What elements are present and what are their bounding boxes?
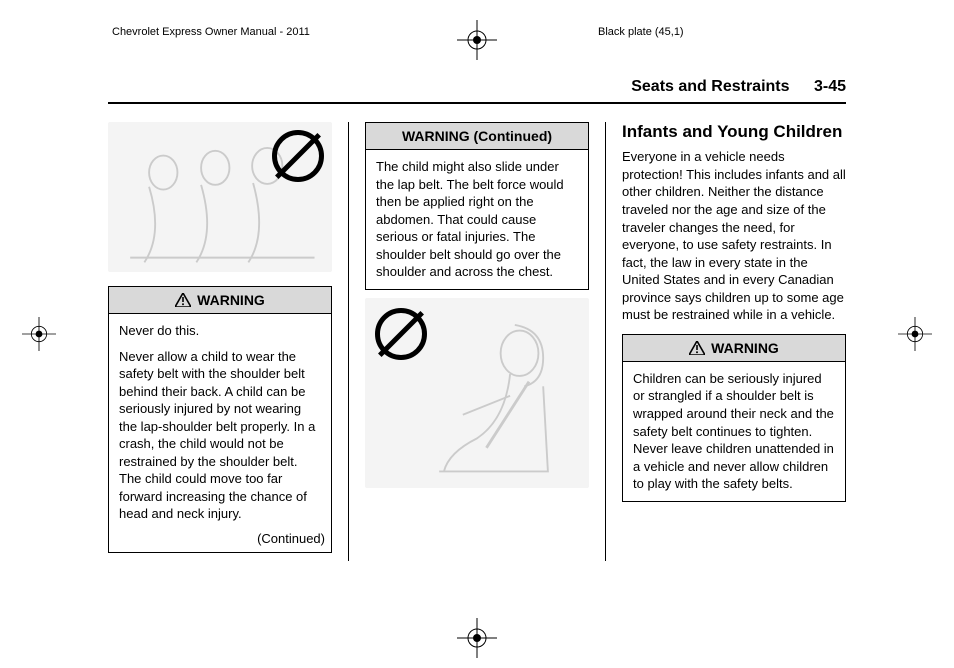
crop-mark-top <box>457 20 497 60</box>
doc-title-left: Chevrolet Express Owner Manual - 2011 <box>112 26 310 38</box>
page-content: Seats and Restraints 3-45 <box>108 78 846 623</box>
warning-label-3: WARNING <box>711 340 779 356</box>
warning-body-3: Children can be seriously injured or str… <box>623 362 845 501</box>
warning-p1: Never do this. <box>119 322 321 340</box>
illustration-rear-seat <box>108 122 332 272</box>
warning-label: WARNING <box>197 292 265 308</box>
column-divider-1 <box>348 122 349 561</box>
column-3: Infants and Young Children Everyone in a… <box>622 122 846 561</box>
warning-box-3: WARNING Children can be seriously injure… <box>622 334 846 502</box>
section-title: Seats and Restraints <box>631 78 789 95</box>
warning2-p1: The child might also slide under the lap… <box>376 158 578 281</box>
page-number: 3-45 <box>814 78 846 95</box>
prohibition-icon <box>272 130 324 182</box>
warning-header: WARNING <box>109 287 331 314</box>
warning3-p1: Children can be seriously injured or str… <box>633 370 835 493</box>
body-paragraph: Everyone in a vehicle needs protection! … <box>622 148 846 323</box>
continued-label: (Continued) <box>109 531 331 552</box>
warning-triangle-icon <box>689 341 705 355</box>
warning-p2: Never allow a child to wear the safety b… <box>119 348 321 523</box>
warning-header-3: WARNING <box>623 335 845 362</box>
column-divider-2 <box>605 122 606 561</box>
doc-title-right: Black plate (45,1) <box>598 26 684 38</box>
warning-triangle-icon <box>175 293 191 307</box>
warning-box-1: WARNING Never do this. Never allow a chi… <box>108 286 332 553</box>
warning-body-2: The child might also slide under the lap… <box>366 150 588 289</box>
illustration-seated-child <box>365 298 589 488</box>
prohibition-icon <box>375 308 427 360</box>
warning-header-continued: WARNING (Continued) <box>366 123 588 150</box>
crop-mark-left <box>22 317 56 351</box>
crop-mark-right <box>898 317 932 351</box>
warning-box-2: WARNING (Continued) The child might also… <box>365 122 589 290</box>
subsection-heading: Infants and Young Children <box>622 122 846 142</box>
warning-body: Never do this. Never allow a child to we… <box>109 314 331 531</box>
crop-mark-bottom <box>457 618 497 658</box>
column-1: WARNING Never do this. Never allow a chi… <box>108 122 332 561</box>
warning-label-continued: WARNING (Continued) <box>402 128 552 144</box>
column-2: WARNING (Continued) The child might also… <box>365 122 589 561</box>
section-header: Seats and Restraints 3-45 <box>108 78 846 104</box>
